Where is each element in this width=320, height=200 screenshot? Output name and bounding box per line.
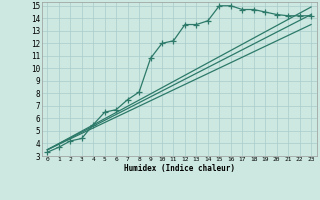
X-axis label: Humidex (Indice chaleur): Humidex (Indice chaleur) bbox=[124, 164, 235, 173]
